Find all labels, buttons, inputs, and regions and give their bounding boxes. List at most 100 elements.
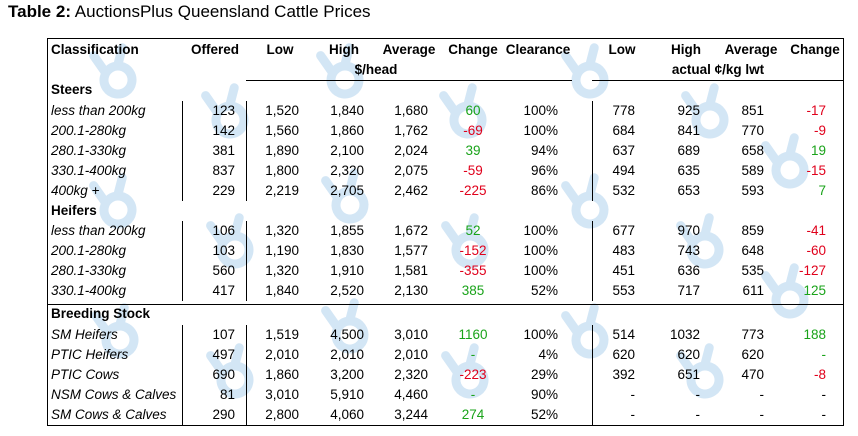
table-title-number: Table 2: [8,2,71,21]
cell-clearance: 100% [523,103,558,118]
cell-high: 4,500 [330,327,364,342]
cell-low: 1,519 [265,327,299,342]
cell-high: 2,520 [330,283,364,298]
cell-offered: 560 [212,263,235,278]
cell-clearance: 52% [530,407,558,422]
cell-high-kg: 743 [677,243,700,258]
cell-high: 5,910 [330,387,364,402]
cell-low: 1,800 [265,163,299,178]
cell-high: 1,840 [330,103,364,118]
cell-clearance: 29% [530,367,558,382]
cell-low-kg: 451 [612,263,635,278]
cell-offered: 837 [212,163,235,178]
cell-avg: 2,130 [394,283,428,298]
section-heading: Breeding Stock [51,306,151,321]
header-change: Change [448,42,498,57]
row-classification: NSM Cows & Calves [51,387,177,402]
cell-avg-kg: 658 [741,143,764,158]
cell-low-kg: 684 [612,123,635,138]
cell-change-kg: - [821,387,827,402]
header-average-kg: Average [724,42,778,57]
row-classification: 200.1-280kg [51,243,127,258]
cell-avg-kg: - [759,407,765,422]
cell-clearance: 100% [523,123,558,138]
divider-breeding-offered [246,325,247,425]
row-classification: less than 200kg [51,103,146,118]
cell-change: -355 [459,263,487,278]
cell-avg: 4,460 [394,387,428,402]
cell-change: -225 [459,183,487,198]
cell-high: 2,320 [330,163,364,178]
cell-clearance: 100% [523,223,558,238]
cell-offered: 497 [212,347,235,362]
cell-low: 1,840 [265,283,299,298]
divider-steers-offered [246,101,247,201]
cell-clearance: 94% [530,143,558,158]
cell-low-kg: 392 [612,367,635,382]
cell-change: 274 [461,407,485,422]
cell-offered: 690 [212,367,235,382]
cell-avg-kg: 851 [741,103,764,118]
cell-low-kg: 778 [612,103,635,118]
cell-change-kg: -9 [813,123,826,138]
divider-steers-kg [592,101,593,201]
cell-avg: 2,075 [394,163,428,178]
cell-avg: 2,320 [394,367,428,382]
row-classification: less than 200kg [51,223,146,238]
cell-change: 1160 [458,327,488,342]
cell-avg-kg: - [759,387,765,402]
cell-high-kg: 717 [677,283,700,298]
header-offered: Offered [190,42,240,57]
cell-high-kg: 636 [677,263,700,278]
cell-avg-kg: 770 [741,123,764,138]
cell-low-kg: 620 [612,347,635,362]
cell-change-kg: -41 [806,223,826,238]
cell-high-kg: 651 [677,367,700,382]
cell-low: 2,800 [265,407,299,422]
header-average: Average [382,42,436,57]
cell-low: 2,010 [265,347,299,362]
cell-offered: 381 [212,143,235,158]
cell-high: 1,860 [330,123,364,138]
cell-low-kg: 483 [612,243,635,258]
cell-clearance: 90% [530,387,558,402]
cell-high: 2,705 [330,183,364,198]
header-rule-kg [592,80,844,81]
cell-high-kg: - [695,407,701,422]
cell-low: 2,219 [265,183,299,198]
cell-clearance: 100% [523,243,558,258]
cell-avg-kg: 773 [741,327,764,342]
cell-low: 1,560 [265,123,299,138]
cell-low-kg: 494 [612,163,635,178]
cell-avg-kg: 620 [741,347,764,362]
cell-avg: 1,680 [394,103,428,118]
cell-change-kg: -60 [806,243,826,258]
cell-low: 1,190 [265,243,299,258]
cell-high-kg: 970 [677,223,700,238]
cell-high-kg: 841 [677,123,700,138]
cell-avg-kg: 611 [742,283,764,298]
cell-change: 60 [465,103,481,118]
divider-steers-left [182,101,183,201]
cell-avg: 2,024 [394,143,428,158]
cell-avg: 3,244 [394,407,428,422]
cattle-prices-table: Classification Offered Low High Average … [47,38,844,426]
cell-offered: 229 [212,183,235,198]
section-heading: Steers [51,82,93,97]
cell-change-kg: - [821,347,827,362]
cell-low-kg: - [630,407,636,422]
section-divider-breeding [48,304,843,305]
cell-offered: 142 [212,123,235,138]
cell-high: 1,855 [330,223,364,238]
cell-high: 2,100 [330,143,364,158]
row-classification: 280.1-330kg [51,143,127,158]
cell-change: 385 [461,283,485,298]
row-classification: SM Heifers [51,327,118,342]
cell-avg: 1,581 [394,263,428,278]
header-classification: Classification [51,42,139,57]
cell-high: 4,060 [330,407,364,422]
cell-avg: 2,010 [394,347,428,362]
header-rule-head [246,80,572,81]
cell-change-kg: -15 [806,163,826,178]
cell-change-kg: 188 [803,327,826,342]
